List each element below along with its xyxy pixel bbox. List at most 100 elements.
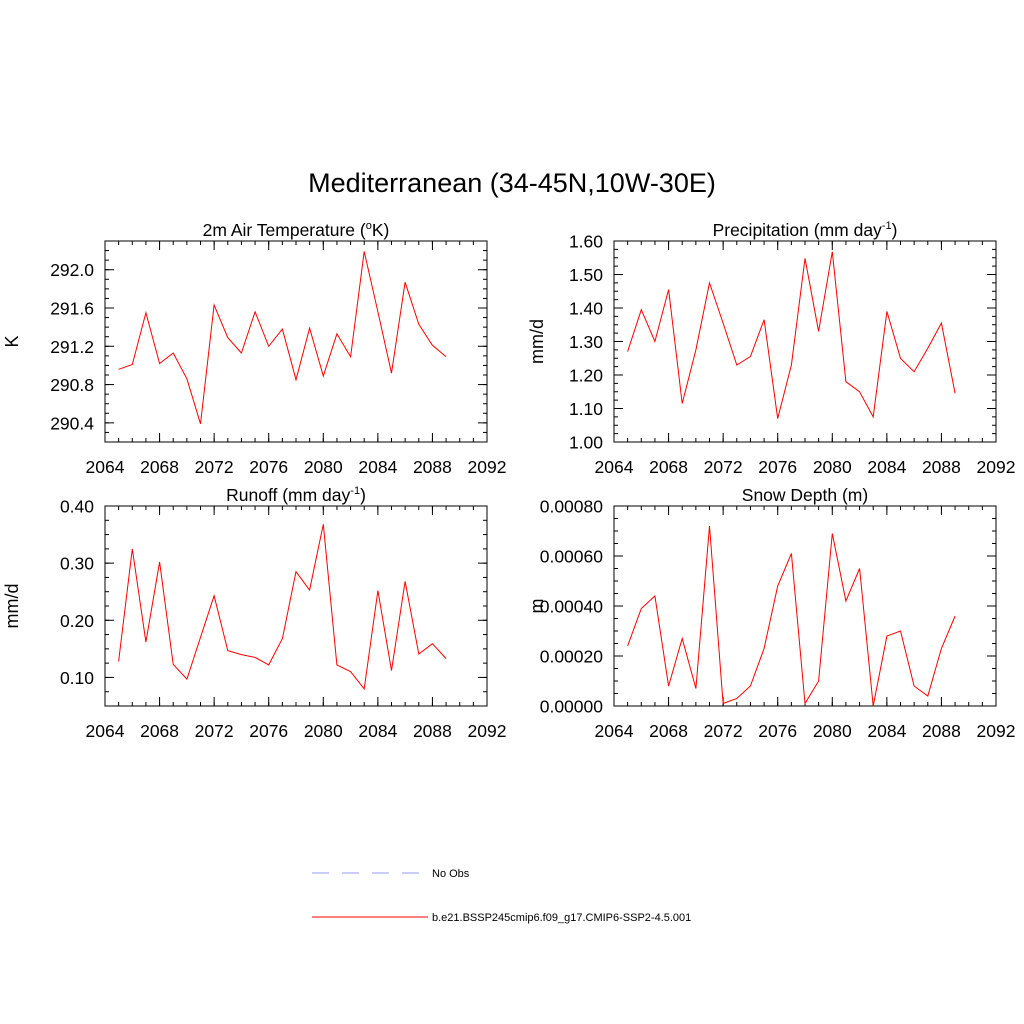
panel-2-data-point bbox=[681, 402, 683, 404]
panel-2-data-point bbox=[845, 381, 847, 383]
panel-3-data-point bbox=[131, 548, 133, 550]
panel-3-data-point bbox=[172, 663, 174, 665]
panel-3-data-point bbox=[308, 589, 310, 591]
panel-4-x-tick-label: 2080 bbox=[813, 721, 852, 741]
panel-2-y-tick-label: 1.40 bbox=[569, 299, 603, 319]
panel-2-title: Precipitation (mm day-1) bbox=[713, 220, 898, 240]
panel-4-data-point bbox=[626, 645, 628, 647]
panel-1-data-point bbox=[349, 356, 351, 358]
panel-3-x-tick-label: 2080 bbox=[304, 721, 343, 741]
panel-1-y-axis-label: K bbox=[2, 335, 22, 347]
panel-1-data-point bbox=[363, 250, 365, 252]
panel-3-data-point bbox=[145, 641, 147, 643]
panel-2-data-point bbox=[708, 282, 710, 284]
panel-1-data-point bbox=[377, 311, 379, 313]
panel-1-data-point bbox=[158, 362, 160, 364]
panel-1-x-tick-label: 2076 bbox=[249, 457, 288, 477]
panel-4-data-point bbox=[722, 702, 724, 704]
panel-1-y-tick-label: 290.8 bbox=[50, 375, 94, 395]
panel-4-data-point bbox=[886, 635, 888, 637]
panel-1-data-point bbox=[281, 328, 283, 330]
panel-4-data-point bbox=[927, 695, 929, 697]
panel-2-x-tick-label: 2084 bbox=[867, 457, 906, 477]
panel-1-x-tick-label: 2092 bbox=[468, 457, 507, 477]
panel-2-data-point bbox=[831, 251, 833, 253]
panel-1-data-point bbox=[295, 379, 297, 381]
panel-1-data-point bbox=[213, 304, 215, 306]
panel-2-data-point bbox=[695, 349, 697, 351]
panel-2-plot-frame bbox=[613, 240, 997, 443]
panel-3-data-point bbox=[336, 664, 338, 666]
panel-4-data-point bbox=[872, 705, 874, 707]
panel-1-x-tick-label: 2084 bbox=[358, 457, 397, 477]
panel-1-data-point bbox=[445, 356, 447, 358]
panel-1-y-tick-label: 291.6 bbox=[50, 299, 94, 319]
panel-4-data-point bbox=[845, 600, 847, 602]
panel-2-data-point bbox=[640, 308, 642, 310]
panel-3-x-tick-label: 2092 bbox=[468, 721, 507, 741]
panel-2-series-line bbox=[627, 251, 956, 419]
panel-2-x-tick-label: 2076 bbox=[758, 457, 797, 477]
panel-1-data-point bbox=[240, 352, 242, 354]
panel-3-y-tick-label: 0.40 bbox=[60, 497, 94, 517]
panel-2-x-tick-label: 2080 bbox=[813, 457, 852, 477]
panel-3-data-point bbox=[322, 523, 324, 525]
panel-1-x-tick-label: 2080 bbox=[304, 457, 343, 477]
panel-2-x-tick-label: 2092 bbox=[977, 457, 1016, 477]
panel-1-y-tick-label: 292.0 bbox=[50, 260, 94, 280]
panel-2-y-tick-label: 1.00 bbox=[569, 433, 603, 453]
panel-4-data-point bbox=[681, 637, 683, 639]
panel-4-data-point bbox=[763, 647, 765, 649]
panel-1-title: 2m Air Temperature (oK) bbox=[203, 220, 390, 240]
panel-1-x-tick-label: 2064 bbox=[86, 457, 125, 477]
panel-2-data-point bbox=[886, 310, 888, 312]
panel-2-data-point bbox=[913, 370, 915, 372]
panel-3-data-point bbox=[281, 637, 283, 639]
panel-4-data-point bbox=[749, 685, 751, 687]
panel-1-data-point bbox=[308, 327, 310, 329]
panel-2-y-tick-label: 1.20 bbox=[569, 366, 603, 386]
panel-2-data-point bbox=[777, 417, 779, 419]
panel-4-data-point bbox=[954, 615, 956, 617]
panel-1-data-point bbox=[131, 363, 133, 365]
panel-3-data-point bbox=[199, 636, 201, 638]
panel-4-x-tick-label: 2088 bbox=[922, 721, 961, 741]
panel-1-data-point bbox=[336, 333, 338, 335]
panel-3-data-point bbox=[213, 595, 215, 597]
panel-3-data-point bbox=[117, 660, 119, 662]
panel-4-data-point bbox=[790, 552, 792, 554]
panel-1-y-tick-label: 291.2 bbox=[50, 337, 94, 357]
panel-2-data-point bbox=[872, 416, 874, 418]
panel-1-x-tick-label: 2072 bbox=[195, 457, 234, 477]
panel-4-data-point bbox=[804, 702, 806, 704]
panel-4-data-point bbox=[736, 697, 738, 699]
panel-4-y-tick-label: 0.00020 bbox=[540, 647, 604, 667]
panel-2-data-point bbox=[749, 355, 751, 357]
panel-4-x-tick-label: 2068 bbox=[649, 721, 688, 741]
panel-4-data-point bbox=[640, 607, 642, 609]
panel-3-data-point bbox=[158, 561, 160, 563]
panel-1-data-point bbox=[322, 375, 324, 377]
panel-1-data-point bbox=[172, 352, 174, 354]
panel-2-data-point bbox=[940, 322, 942, 324]
panel-1-data-point bbox=[390, 372, 392, 374]
panel-3-data-point bbox=[227, 649, 229, 651]
panel-3-x-tick-label: 2076 bbox=[249, 721, 288, 741]
panel-3-series-line bbox=[118, 524, 447, 691]
panel-3-data-point bbox=[445, 657, 447, 659]
panel-1-x-tick-label: 2068 bbox=[140, 457, 179, 477]
panel-4-data-point bbox=[654, 595, 656, 597]
panel-4-title: Snow Depth (m) bbox=[742, 485, 868, 505]
panel-4-y-tick-label: 0.00040 bbox=[540, 597, 604, 617]
panel-2-data-point bbox=[626, 350, 628, 352]
panel-4-x-tick-label: 2092 bbox=[977, 721, 1016, 741]
panel-2-y-axis-label: mm/d bbox=[527, 319, 547, 364]
panel-4-series-line bbox=[627, 525, 956, 707]
panel-1-series-line bbox=[118, 251, 447, 424]
panel-1-data-point bbox=[145, 312, 147, 314]
panel-2-data-point bbox=[736, 364, 738, 366]
panel-3-y-tick-label: 0.20 bbox=[60, 611, 94, 631]
panel-3-data-point bbox=[390, 669, 392, 671]
panel-3-data-point bbox=[431, 643, 433, 645]
